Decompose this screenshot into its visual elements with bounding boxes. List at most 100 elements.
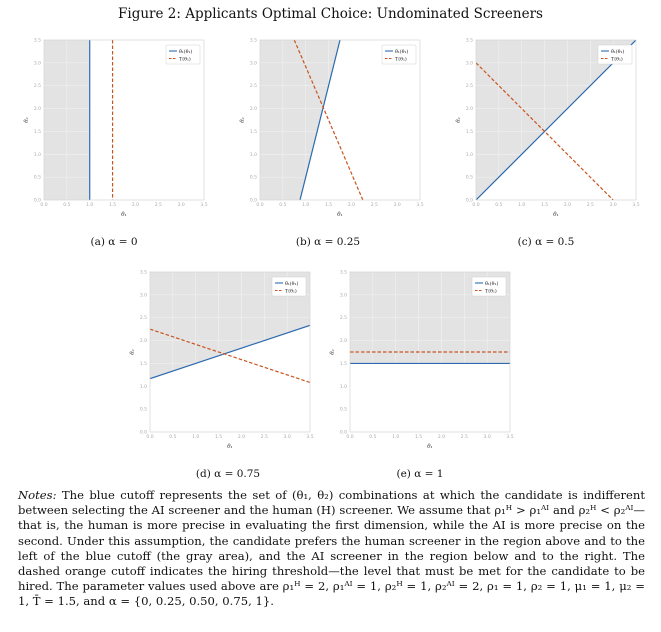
chart-d: 0.0 0.5 1.0 1.5 2.0 2.5 3.0 3.5 0.0 0.5 1.0 1.5 2.0 2… <box>130 270 314 451</box>
y-tick-label: 2.0 <box>140 338 147 344</box>
x-tick-label: 0.0 <box>256 202 263 208</box>
x-tick-label: 3.0 <box>284 434 291 440</box>
y-tick-label: 3.0 <box>340 292 347 298</box>
x-tick-label: 1.0 <box>302 202 309 208</box>
x-tick-label: 0.0 <box>146 434 153 440</box>
y-tick-label: 2.5 <box>140 315 147 321</box>
y-tick-label: 0.5 <box>34 175 41 181</box>
x-tick-label: 3.5 <box>506 434 513 440</box>
y-tick-label: 1.5 <box>250 129 257 135</box>
caption-b: (b) α = 0.25 <box>295 236 361 248</box>
legend-orange-label: T(θ₁) <box>395 55 407 62</box>
x-tick-label: 1.5 <box>109 202 116 208</box>
y-tick-label: 0.0 <box>140 430 147 436</box>
plot-frame <box>259 39 421 201</box>
y-tick-label: 3.0 <box>466 60 473 66</box>
notes-label: Notes: <box>18 488 57 502</box>
x-tick-label: 2.5 <box>461 434 468 440</box>
hiring-threshold-line <box>476 62 614 200</box>
y-tick-label: 3.0 <box>140 292 147 298</box>
x-tick-label: 2.5 <box>587 202 594 208</box>
x-tick-label: 0.5 <box>63 202 70 208</box>
x-tick-label: 3.0 <box>394 202 401 208</box>
y-tick-label: 1.5 <box>140 361 147 367</box>
y-tick-label: 0.5 <box>140 407 147 413</box>
panel-a: 0.0 0.5 1.0 1.5 2.0 2.5 3.0 3.5 0.0 0.5 1.0 1.5 2.0 2… <box>20 36 220 226</box>
x-tick-label: 2.0 <box>238 434 245 440</box>
panel-c: 0.0 0.5 1.0 1.5 2.0 2.5 3.0 3.5 0.0 0.5 1.0 1.5 2.0 2… <box>452 36 652 226</box>
legend-box <box>381 44 417 65</box>
plot-frame <box>475 39 637 201</box>
x-tick-label: 2.0 <box>564 202 571 208</box>
chart-a: 0.0 0.5 1.0 1.5 2.0 2.5 3.0 3.5 0.0 0.5 1.0 1.5 2.0 2… <box>24 38 208 219</box>
x-tick-label: 3.5 <box>416 202 423 208</box>
y-tick-label: 3.0 <box>34 60 41 66</box>
y-axis-label: θ₂ <box>456 117 462 123</box>
x-axis-label: θ₁ <box>427 444 433 450</box>
plot-frame <box>149 271 311 433</box>
blue-cutoff-line <box>299 40 341 200</box>
figure-notes: Notes: The blue cutoff represents the se… <box>18 488 645 610</box>
plot-area <box>44 40 204 200</box>
y-tick-label: 3.5 <box>34 38 41 44</box>
blue-cutoff-line <box>150 324 310 380</box>
y-tick-label: 0.0 <box>34 198 41 204</box>
x-tick-label: 0.5 <box>169 434 176 440</box>
plot-frame <box>43 39 205 201</box>
x-tick-label: 2.0 <box>132 202 139 208</box>
x-tick-label: 1.0 <box>518 202 525 208</box>
x-tick-label: 2.0 <box>348 202 355 208</box>
y-tick-label: 2.0 <box>466 106 473 112</box>
y-tick-label: 3.5 <box>340 270 347 276</box>
hiring-threshold-line <box>293 40 364 200</box>
y-tick-label: 0.0 <box>466 198 473 204</box>
legend-box <box>165 44 201 65</box>
chart-e: 0.0 0.5 1.0 1.5 2.0 2.5 3.0 3.5 0.0 0.5 1.0 1.5 2.0 2… <box>330 270 514 451</box>
figure-title: Figure 2: Applicants Optimal Choice: Und… <box>118 6 543 22</box>
plot-frame <box>349 271 511 433</box>
x-tick-label: 1.0 <box>192 434 199 440</box>
x-axis-label: θ₁ <box>227 444 233 450</box>
x-axis-label: θ₁ <box>121 212 127 218</box>
x-tick-label: 0.0 <box>472 202 479 208</box>
y-tick-label: 1.0 <box>34 152 41 158</box>
legend-blue-label: θ̄₁(θ₁) <box>395 48 408 55</box>
y-tick-label: 0.0 <box>340 430 347 436</box>
x-tick-label: 0.0 <box>346 434 353 440</box>
legend-blue-label: θ̄₁(θ₁) <box>485 280 498 287</box>
panel-e: 0.0 0.5 1.0 1.5 2.0 2.5 3.0 3.5 0.0 0.5 1.0 1.5 2.0 2… <box>326 268 526 458</box>
plot-area <box>476 40 636 200</box>
blue-cutoff-line <box>476 40 636 200</box>
caption-d: (d) α = 0.75 <box>195 468 261 480</box>
human-region <box>260 40 340 200</box>
chart-b: 0.0 0.5 1.0 1.5 2.0 2.5 3.0 3.5 0.0 0.5 1.0 1.5 2.0 2… <box>240 38 424 219</box>
y-tick-label: 1.0 <box>340 384 347 390</box>
y-tick-label: 2.5 <box>466 83 473 89</box>
y-tick-label: 0.0 <box>250 198 257 204</box>
legend-box <box>271 276 307 297</box>
chart-c: 0.0 0.5 1.0 1.5 2.0 2.5 3.0 3.5 0.0 0.5 1.0 1.5 2.0 2… <box>456 38 640 219</box>
x-axis-label: θ₁ <box>553 212 559 218</box>
x-tick-label: 2.5 <box>261 434 268 440</box>
legend-orange-label: T(θ₁) <box>611 55 623 62</box>
y-tick-label: 3.5 <box>250 38 257 44</box>
y-tick-label: 0.5 <box>250 175 257 181</box>
y-tick-label: 1.0 <box>250 152 257 158</box>
y-tick-label: 0.5 <box>340 407 347 413</box>
x-tick-label: 2.5 <box>155 202 162 208</box>
panel-b: 0.0 0.5 1.0 1.5 2.0 2.5 3.0 3.5 0.0 0.5 1.0 1.5 2.0 2… <box>236 36 436 226</box>
y-tick-label: 2.5 <box>34 83 41 89</box>
y-tick-label: 1.0 <box>140 384 147 390</box>
plot-area <box>150 272 310 432</box>
y-tick-label: 2.0 <box>340 338 347 344</box>
y-tick-label: 3.5 <box>466 38 473 44</box>
hiring-threshold-line <box>150 328 310 384</box>
x-axis-label: θ₁ <box>337 212 343 218</box>
y-axis-label: θ₂ <box>330 349 336 355</box>
y-tick-label: 1.5 <box>340 361 347 367</box>
x-tick-label: 1.5 <box>325 202 332 208</box>
legend-blue-label: θ̄₁(θ₁) <box>611 48 624 55</box>
x-tick-label: 0.5 <box>279 202 286 208</box>
legend-box <box>471 276 507 297</box>
x-tick-label: 0.5 <box>495 202 502 208</box>
